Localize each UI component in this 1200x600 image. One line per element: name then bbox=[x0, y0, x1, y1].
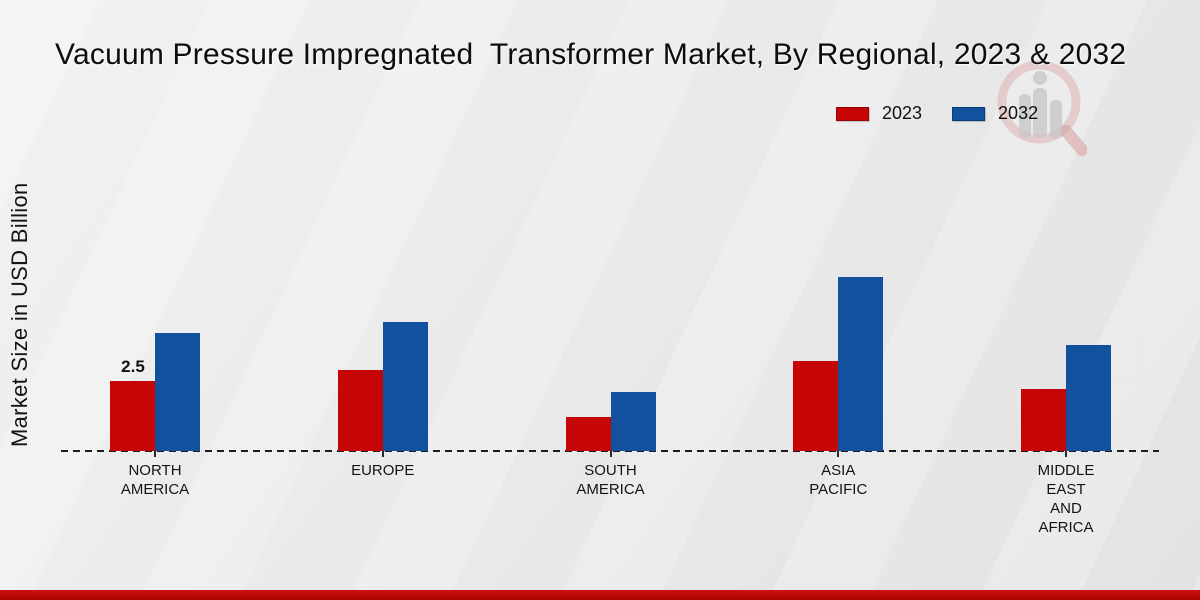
watermark-logo bbox=[995, 52, 1088, 156]
category-label-south-america: SOUTH AMERICA bbox=[576, 462, 645, 498]
category-label-middle-east-and-africa: MIDDLE EAST AND AFRICA bbox=[1037, 462, 1095, 536]
data-label-2023-north-america: 2.5 bbox=[121, 357, 145, 376]
footer-accent-bar bbox=[0, 590, 1200, 600]
axis-tick-middle-east-and-africa bbox=[1065, 451, 1067, 457]
axis-tick-south-america bbox=[609, 451, 612, 457]
bar-2032-asia-pacific bbox=[838, 277, 884, 451]
magnifier-bar-chart-icon bbox=[997, 60, 1088, 156]
axis-tick-north-america bbox=[154, 451, 156, 457]
bar-2023-south-america bbox=[565, 417, 611, 451]
legend-label-2023: 2023 bbox=[882, 103, 923, 123]
legend-item-2023: 2023 bbox=[836, 103, 922, 124]
legend-item-2032: 2032 bbox=[952, 103, 1038, 124]
category-label-asia-pacific: ASIA PACIFIC bbox=[809, 462, 868, 498]
legend: 2023 2032 bbox=[836, 103, 1038, 124]
category-label-europe: EUROPE bbox=[351, 462, 415, 479]
bar-2023-middle-east-and-africa bbox=[1021, 389, 1066, 451]
category-label-north-america: NORTH AMERICA bbox=[120, 462, 190, 498]
legend-swatch-2023 bbox=[836, 106, 869, 121]
legend-swatch-2032 bbox=[952, 106, 986, 121]
chart-title: Vacuum Pressure Impregnated Transformer … bbox=[55, 38, 1127, 71]
legend-label-2032: 2032 bbox=[998, 103, 1039, 123]
bar-2023-north-america bbox=[110, 381, 155, 451]
bar-2032-middle-east-and-africa bbox=[1066, 345, 1111, 451]
bar-2032-north-america bbox=[155, 333, 200, 451]
bar-2023-asia-pacific bbox=[793, 361, 839, 451]
bar-2032-europe bbox=[382, 322, 428, 451]
bar-2023-europe bbox=[337, 370, 383, 451]
axis-tick-europe bbox=[381, 451, 384, 457]
bar-2032-south-america bbox=[610, 392, 656, 451]
axis-tick-asia-pacific bbox=[837, 451, 840, 457]
